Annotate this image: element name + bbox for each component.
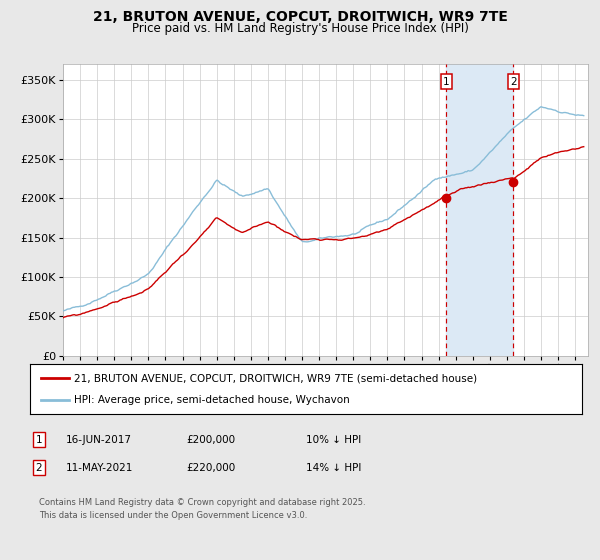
Text: 2: 2 (35, 463, 43, 473)
Text: 16-JUN-2017: 16-JUN-2017 (66, 435, 132, 445)
Text: 1: 1 (443, 77, 450, 87)
Text: 2: 2 (510, 77, 517, 87)
Text: 1: 1 (35, 435, 43, 445)
Text: £200,000: £200,000 (186, 435, 235, 445)
Text: 21, BRUTON AVENUE, COPCUT, DROITWICH, WR9 7TE (semi-detached house): 21, BRUTON AVENUE, COPCUT, DROITWICH, WR… (74, 373, 477, 383)
Text: Contains HM Land Registry data © Crown copyright and database right 2025.
This d: Contains HM Land Registry data © Crown c… (39, 498, 365, 520)
Text: 10% ↓ HPI: 10% ↓ HPI (306, 435, 361, 445)
Bar (446, 64, 514, 356)
Text: HPI: Average price, semi-detached house, Wychavon: HPI: Average price, semi-detached house,… (74, 395, 350, 405)
Text: 14% ↓ HPI: 14% ↓ HPI (306, 463, 361, 473)
Text: £220,000: £220,000 (186, 463, 235, 473)
Text: 11-MAY-2021: 11-MAY-2021 (66, 463, 133, 473)
Text: Price paid vs. HM Land Registry's House Price Index (HPI): Price paid vs. HM Land Registry's House … (131, 22, 469, 35)
Text: 21, BRUTON AVENUE, COPCUT, DROITWICH, WR9 7TE: 21, BRUTON AVENUE, COPCUT, DROITWICH, WR… (92, 10, 508, 24)
